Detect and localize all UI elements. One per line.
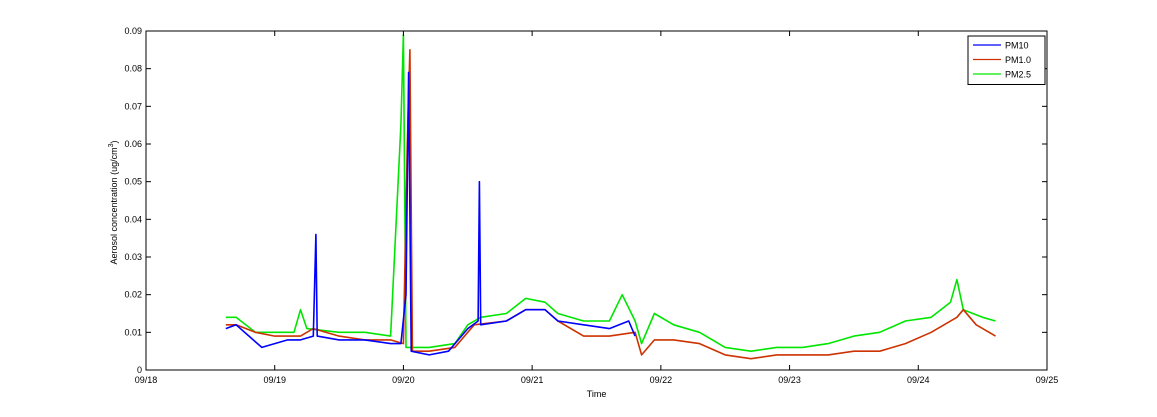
y-tick-label: 0.03 xyxy=(124,252,142,262)
x-tick-label: 09/19 xyxy=(263,375,286,385)
y-tick-label: 0.09 xyxy=(124,26,142,36)
series-line-pm25 xyxy=(225,33,996,353)
series-line-pm10 xyxy=(225,71,636,356)
legend-entries: PM10 PM1.0 PM2.5 xyxy=(973,41,1031,80)
legend-label: PM2.5 xyxy=(1005,70,1031,80)
y-tick-label: 0.07 xyxy=(124,101,142,111)
y-tick-label: 0.02 xyxy=(124,290,142,300)
y-tick-label: 0.01 xyxy=(124,327,142,337)
legend-box xyxy=(967,35,1046,85)
x-tick-label: 09/23 xyxy=(778,375,801,385)
x-tick-label: 09/20 xyxy=(392,375,415,385)
y-tick-label: 0 xyxy=(137,365,142,375)
y-axis-label: Aerosol concentration (ug/cm3) xyxy=(108,141,119,265)
x-tick-label: 09/22 xyxy=(650,375,673,385)
y-axis-label-main: Aerosol concentration (ug/cm xyxy=(109,147,119,264)
y-tick-label: 0.04 xyxy=(124,214,142,224)
series-line-pm10 xyxy=(225,48,996,360)
y-axis-label-suffix: ) xyxy=(109,141,119,144)
ticks-layer: 09/18 09/19 09/20 09/21 09/22 09/23 09/24 09/25… xyxy=(124,26,1058,385)
x-tick-label: 09/25 xyxy=(1036,375,1059,385)
legend-label: PM1.0 xyxy=(1005,55,1031,65)
x-tick-label: 09/24 xyxy=(907,375,930,385)
axes-box xyxy=(145,30,1048,371)
plot-area: 09/18 09/19 09/20 09/21 09/22 09/23 09/24 09/25… xyxy=(124,26,1058,385)
y-tick-label: 0.08 xyxy=(124,64,142,74)
legend-label: PM10 xyxy=(1005,41,1029,51)
y-tick-label: 0.06 xyxy=(124,139,142,149)
legend: PM10 PM1.0 PM2.5 xyxy=(967,35,1046,85)
y-axis-label-superscript: 3 xyxy=(108,143,115,147)
y-tick-label: 0.05 xyxy=(124,177,142,187)
x-tick-label: 09/21 xyxy=(521,375,544,385)
series-layer xyxy=(225,33,996,360)
x-axis-label: Time xyxy=(587,389,607,399)
x-tick-label: 09/18 xyxy=(135,375,158,385)
